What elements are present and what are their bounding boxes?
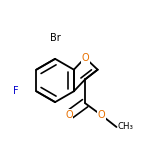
Text: O: O [98,110,105,120]
Text: O: O [65,110,73,120]
Text: F: F [13,86,19,96]
Text: Br: Br [50,33,60,43]
Text: O: O [81,53,89,63]
Text: CH₃: CH₃ [118,123,134,131]
